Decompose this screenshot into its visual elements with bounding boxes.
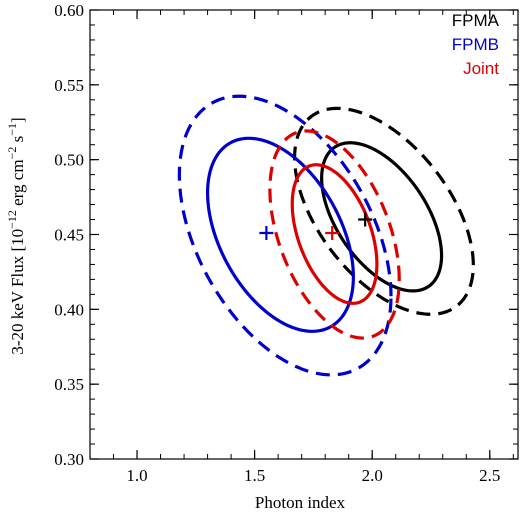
fpmb-contour-inner <box>205 136 355 333</box>
joint-contour-inner <box>290 163 379 305</box>
legend-entry-joint: Joint <box>463 59 499 78</box>
legend: FPMA FPMB Joint <box>452 11 500 78</box>
fpmb-best-fit-marker <box>259 226 274 241</box>
axis-ticks: 1.0 1.5 2.0 2.5 0.30 0.35 0.40 0.45 0.50 0.55 0.60 <box>54 1 518 485</box>
joint-contour-outer <box>268 129 401 340</box>
joint-best-fit-marker <box>325 226 340 241</box>
y-tick-label: 0.40 <box>54 300 84 319</box>
x-axis-title: Photon index <box>255 493 346 512</box>
y-axis-title: 3-20 keV Flux [10−12 erg cm−2 s−1] <box>5 117 27 354</box>
x-tick-label: 2.0 <box>362 466 383 485</box>
best-fit-markers <box>259 212 373 241</box>
y-tick-label: 0.30 <box>54 450 84 469</box>
plot-frame <box>89 9 519 460</box>
y-tick-label: 0.50 <box>54 151 84 170</box>
contour-layer <box>177 94 475 377</box>
fpma-best-fit-marker <box>358 212 373 227</box>
legend-entry-fpma: FPMA <box>452 11 500 30</box>
legend-entry-fpmb: FPMB <box>452 35 499 54</box>
y-tick-label: 0.60 <box>54 1 84 20</box>
y-tick-label: 0.45 <box>54 226 84 245</box>
fpmb-contour-outer <box>177 94 393 377</box>
y-tick-label: 0.55 <box>54 76 84 95</box>
x-tick-label: 2.5 <box>479 466 500 485</box>
x-tick-label: 1.0 <box>126 466 147 485</box>
x-tick-label: 1.5 <box>244 466 265 485</box>
fpma-contour-inner <box>320 141 444 293</box>
y-tick-label: 0.35 <box>54 375 84 394</box>
